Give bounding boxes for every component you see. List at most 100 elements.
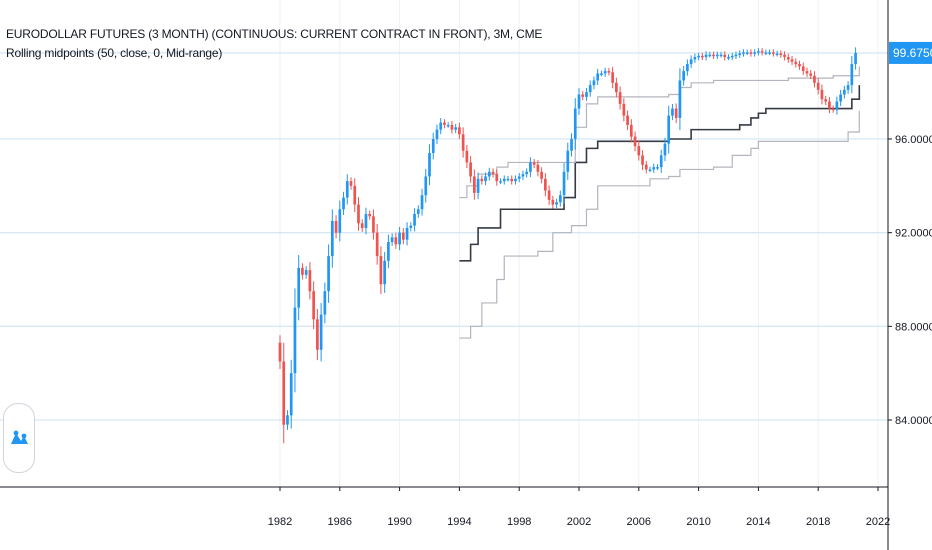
price-tick-label: 92.0000	[895, 228, 932, 240]
candle	[768, 49, 771, 56]
candle	[439, 118, 443, 135]
candle-body	[644, 164, 648, 170]
candle	[738, 50, 742, 58]
candle	[360, 219, 364, 232]
candle	[663, 137, 667, 162]
candle-body	[416, 209, 420, 214]
candle	[357, 197, 360, 231]
candle-body	[786, 57, 790, 60]
time-tick-label: 2006	[627, 516, 651, 528]
candle-body	[678, 80, 682, 118]
candle-body	[700, 55, 704, 58]
candle	[293, 288, 297, 393]
candle	[592, 76, 596, 90]
last-price-box	[889, 41, 932, 64]
candle-body	[805, 71, 809, 74]
candle	[700, 52, 704, 61]
time-tick-label: 2010	[686, 516, 710, 528]
candle-body	[532, 162, 536, 165]
time-tick-label: 1986	[328, 516, 352, 528]
candle-body	[600, 73, 603, 75]
candle	[801, 62, 805, 76]
candle-body	[480, 178, 484, 182]
candle	[387, 234, 390, 269]
candle	[712, 51, 715, 59]
candle-body	[469, 162, 472, 177]
candle	[633, 131, 637, 152]
candle-body	[798, 64, 801, 67]
candle-body	[502, 178, 506, 182]
candle	[416, 205, 420, 218]
candle	[454, 123, 458, 134]
candle-body	[768, 52, 771, 54]
candle	[409, 222, 413, 232]
candle	[671, 103, 674, 121]
candle	[850, 55, 854, 94]
candle	[715, 51, 719, 59]
candle	[551, 195, 555, 209]
candle	[809, 70, 813, 80]
candle-body	[764, 52, 768, 54]
time-tick-label: 2014	[746, 516, 770, 528]
candle-body	[652, 167, 656, 170]
candle	[379, 246, 383, 295]
candle-body	[813, 75, 816, 83]
candle	[495, 169, 499, 186]
candle	[529, 157, 532, 177]
last-price-text: 99.6750	[893, 46, 932, 60]
candle	[435, 124, 439, 145]
candle-body	[297, 267, 301, 308]
candle	[622, 98, 626, 122]
candle	[353, 178, 357, 213]
candle	[656, 164, 659, 170]
candle	[760, 48, 764, 56]
candle	[659, 149, 663, 173]
candle-body	[521, 174, 525, 177]
chart-title: EURODOLLAR FUTURES (3 MONTH) (CONTINUOUS…	[6, 27, 543, 41]
candle	[637, 140, 641, 161]
candle	[372, 209, 375, 240]
candle-body	[342, 197, 345, 210]
candle-body	[431, 139, 435, 154]
candle-body	[588, 85, 592, 93]
candle-body	[547, 190, 551, 200]
candle-body	[629, 124, 633, 137]
candle	[644, 160, 648, 174]
candle	[652, 163, 656, 173]
candle	[566, 142, 570, 180]
candle-body	[671, 108, 674, 116]
candle	[745, 49, 749, 56]
candle	[820, 84, 824, 105]
candle-body	[742, 52, 745, 54]
candle	[648, 166, 652, 173]
candle-body	[536, 164, 540, 172]
candle	[573, 98, 577, 150]
candle-body	[674, 108, 678, 118]
indicator-legend[interactable]: Rolling midpoints (50, close, 0, Mid-ran…	[6, 46, 223, 60]
candle-body	[816, 82, 820, 90]
candle-body	[338, 209, 342, 233]
candle	[846, 81, 850, 94]
candle-body	[476, 178, 480, 193]
candle-body	[667, 115, 671, 144]
candle-body	[491, 171, 495, 175]
candle-body	[282, 361, 286, 425]
candle-body	[828, 101, 831, 109]
candle-body	[809, 73, 813, 76]
candle	[708, 51, 712, 58]
candle-body	[312, 291, 315, 320]
candle	[779, 50, 783, 58]
candle	[816, 78, 820, 95]
candle	[413, 208, 416, 232]
candle-body	[585, 92, 588, 97]
candle	[319, 303, 323, 362]
candle-body	[843, 89, 846, 95]
candle	[525, 168, 529, 178]
chart-grid	[0, 0, 888, 487]
time-tick-label: 2022	[866, 516, 890, 528]
candle	[682, 65, 685, 86]
candle-body	[465, 150, 469, 163]
tradingview-logo-icon[interactable]	[3, 403, 35, 473]
